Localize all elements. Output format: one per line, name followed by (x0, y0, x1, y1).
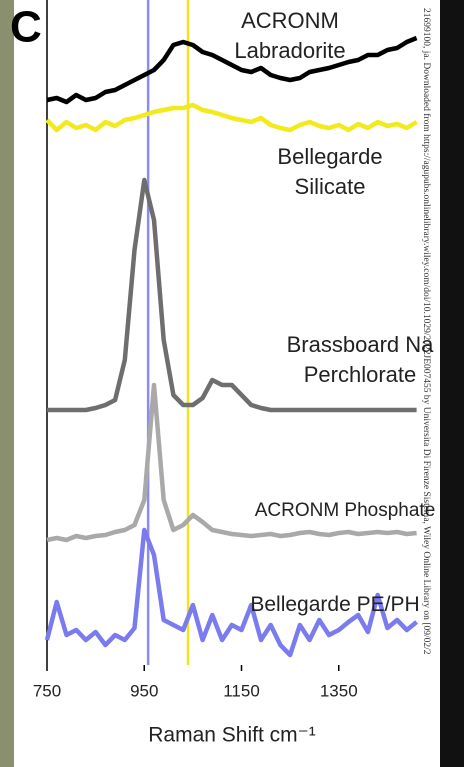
series-label: ACRONM Labradorite (220, 6, 360, 66)
x-tick-label: 950 (130, 681, 158, 700)
spectrum-line (47, 105, 417, 130)
photo-edge (0, 0, 14, 767)
x-tick-label: 750 (33, 681, 61, 700)
series-label: Brassboard Na Perchlorate (270, 330, 450, 390)
x-axis-label: Raman Shift cm⁻¹ (148, 724, 315, 747)
series-label: Bellegarde Silicate (255, 142, 405, 202)
x-tick-label: 1350 (320, 681, 358, 700)
figure: C Raman Shift cm⁻¹ 75095011501350 216991… (0, 0, 464, 767)
panel-label: C (10, 3, 42, 52)
series-label: Bellegarde PE/PH (205, 590, 464, 620)
x-tick-label: 1150 (223, 681, 260, 700)
series-label: ACRONM Phosphate (215, 496, 464, 526)
